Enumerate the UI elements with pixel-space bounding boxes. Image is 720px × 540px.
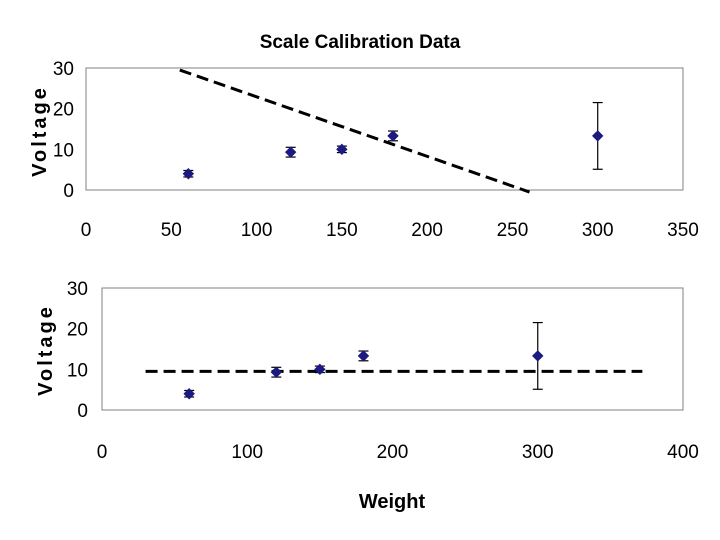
y-tick-label: 20 xyxy=(67,320,88,341)
plot-area-top xyxy=(85,67,684,191)
y-axis-label-top: Voltage xyxy=(29,85,51,177)
x-tick-label: 200 xyxy=(411,220,443,241)
x-tick-label: 0 xyxy=(81,220,92,241)
y-tick-label: 0 xyxy=(63,181,74,202)
data-point xyxy=(270,366,283,378)
x-tick-label: 400 xyxy=(667,442,699,463)
x-tick-label: 100 xyxy=(241,220,273,241)
top-chart: Voltage 0 50 100 150 200 250 300 350 0 10 20 30 xyxy=(29,59,699,241)
y-tick-label: 30 xyxy=(53,59,74,80)
y-tick-label: 0 xyxy=(77,401,88,422)
x-axis-label-bottom: Weight xyxy=(359,491,426,513)
y-tick-label: 10 xyxy=(67,360,88,381)
x-tick-label: 300 xyxy=(522,442,554,463)
data-point xyxy=(387,130,399,142)
x-tick-label: 200 xyxy=(377,442,409,463)
x-tick-label: 50 xyxy=(161,220,182,241)
x-tick-label: 150 xyxy=(326,220,358,241)
fit-line xyxy=(179,68,530,194)
y-tick-label: 30 xyxy=(67,279,88,300)
data-point xyxy=(183,388,195,400)
plot-area-bottom xyxy=(101,287,684,411)
data-point xyxy=(314,363,326,376)
x-tick-label: 100 xyxy=(231,442,263,463)
data-point xyxy=(182,168,195,180)
y-axis-label-bottom: Voltage xyxy=(35,304,57,396)
data-point xyxy=(357,350,370,362)
x-tick-label: 300 xyxy=(582,220,614,241)
x-tick-label: 0 xyxy=(97,442,108,463)
x-tick-label: 350 xyxy=(667,220,699,241)
chart-title: Scale Calibration Data xyxy=(260,32,461,53)
x-tick-label: 250 xyxy=(497,220,529,241)
y-tick-label: 10 xyxy=(53,140,74,161)
data-point xyxy=(592,130,604,142)
data-point xyxy=(532,350,544,362)
bottom-chart: Voltage Weight 0 100 200 300 400 0 10 20 30 xyxy=(35,279,699,513)
data-point xyxy=(336,143,348,156)
data-point xyxy=(284,146,297,158)
y-tick-label: 20 xyxy=(53,100,74,121)
